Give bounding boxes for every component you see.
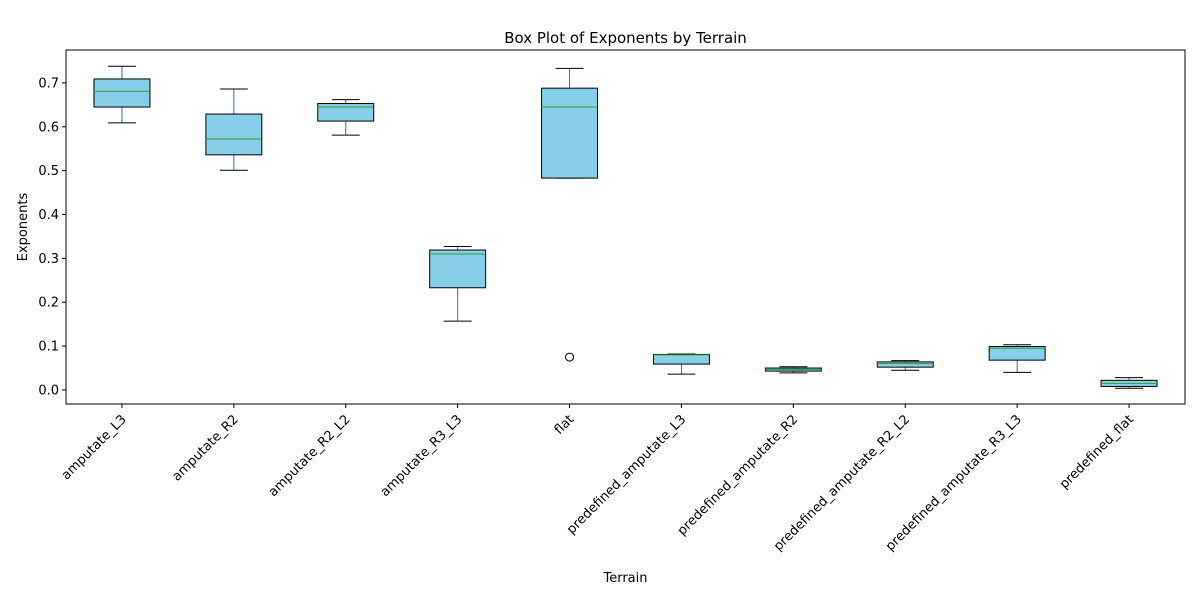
x-tick-label: amputate_R3_L3	[378, 412, 466, 500]
x-tick-label: predefined_amputate_R3_L3	[883, 412, 1025, 554]
x-tick-label: amputate_R2_L2	[266, 412, 354, 500]
x-tick-label: predefined_amputate_R2	[675, 412, 801, 538]
box-iqr	[429, 249, 487, 289]
box-predefined_amputate_R2	[764, 366, 822, 374]
box-predefined_amputate_R2_L2	[876, 360, 934, 371]
x-tick-label: amputate_R2	[169, 412, 241, 484]
box-iqr	[541, 87, 599, 179]
x-axis-label: Terrain	[602, 571, 647, 586]
y-tick-label: 0.0	[38, 383, 59, 398]
box-predefined_amputate_R3_L3	[988, 344, 1046, 373]
x-tick-label: predefined_flat	[1057, 412, 1137, 492]
box-amputate_R2	[205, 88, 263, 171]
box-iqr	[988, 346, 1046, 361]
y-axis-label: Exponents	[16, 193, 31, 262]
outlier-point	[565, 352, 575, 362]
y-tick-label: 0.7	[38, 76, 59, 91]
box-iqr	[205, 113, 263, 156]
y-tick-label: 0.1	[38, 340, 59, 355]
y-tick-label: 0.6	[38, 120, 59, 135]
x-tick-label: amputate_L3	[59, 412, 130, 483]
x-tick-label: predefined_amputate_L3	[564, 412, 689, 537]
box-amputate_R2_L2	[317, 99, 375, 136]
box-iqr	[652, 353, 710, 365]
box-flat	[541, 67, 599, 362]
plot-frame	[65, 49, 1186, 405]
x-tick-label: predefined_amputate_R2_L2	[771, 412, 913, 554]
y-tick-label: 0.5	[38, 164, 59, 179]
box-iqr	[876, 361, 934, 368]
y-tick-label: 0.2	[38, 296, 59, 311]
box-predefined_amputate_L3	[652, 353, 710, 375]
y-tick-label: 0.4	[38, 208, 59, 223]
box-amputate_R3_L3	[429, 246, 487, 322]
box-predefined_flat	[1100, 377, 1158, 389]
plot-area	[93, 65, 1158, 389]
x-tick-label: flat	[552, 412, 578, 438]
box-iqr	[317, 103, 375, 122]
box-iqr	[93, 78, 151, 108]
chart-title: Box Plot of Exponents by Terrain	[504, 29, 747, 47]
box-amputate_L3	[93, 65, 151, 124]
y-tick-label: 0.3	[38, 252, 59, 267]
